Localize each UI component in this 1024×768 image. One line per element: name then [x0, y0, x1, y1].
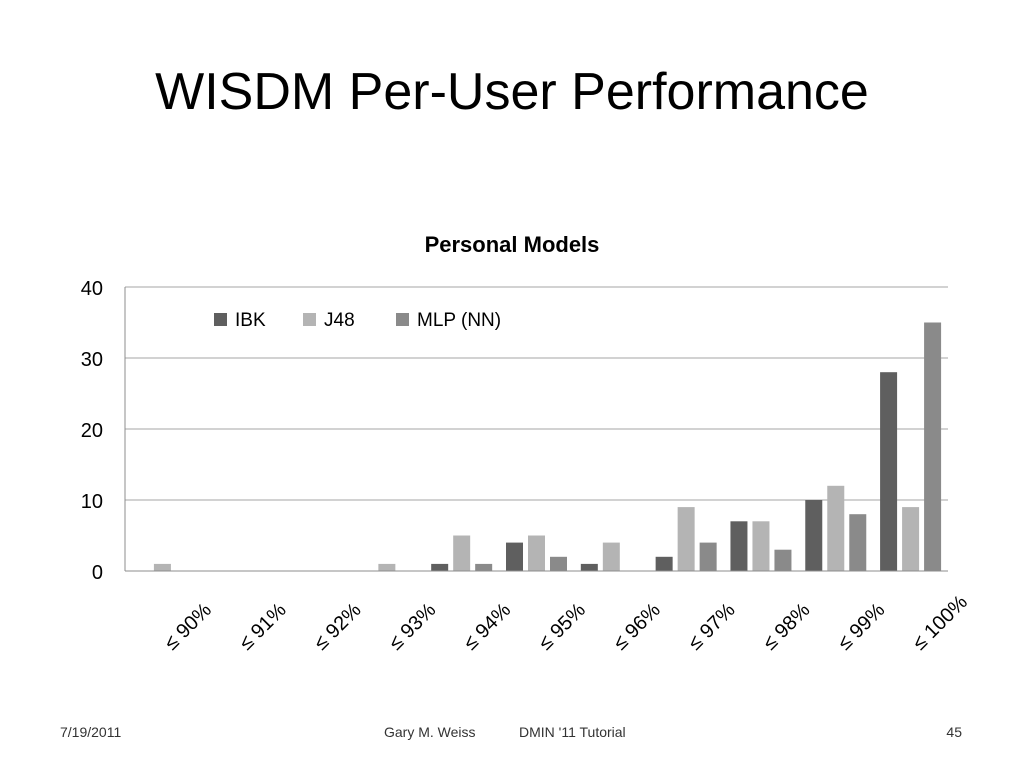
x-tick-label: ≤ 92%	[310, 599, 366, 655]
y-tick-label: 20	[81, 420, 103, 442]
x-tick-label: ≤ 90%	[160, 599, 216, 655]
x-tick-label: ≤ 96%	[609, 599, 665, 655]
bar-mlp-nn	[849, 514, 867, 571]
bar-ibk	[580, 563, 598, 571]
x-tick-label: ≤ 100%	[909, 591, 973, 655]
footer-date: 7/19/2011	[60, 724, 122, 740]
bar-ibk	[506, 542, 523, 571]
bar-ibk	[805, 500, 823, 571]
bar-j48	[827, 485, 845, 571]
bar-j48	[153, 563, 171, 571]
footer-event: DMIN '11 Tutorial	[519, 724, 626, 740]
chart-title: Personal Models	[425, 232, 600, 257]
bar-mlp-nn	[774, 549, 792, 571]
bar-j48	[902, 507, 920, 571]
x-tick-label: ≤ 93%	[385, 599, 441, 655]
y-tick-label: 40	[81, 278, 103, 300]
legend-swatch	[303, 313, 316, 326]
bar-mlp-nn	[475, 563, 493, 571]
x-tick-label: ≤ 95%	[534, 599, 590, 655]
slide-title: WISDM Per-User Performance	[155, 63, 869, 121]
x-tick-label: ≤ 94%	[460, 599, 516, 655]
bar-ibk	[730, 521, 748, 571]
y-tick-label: 10	[81, 491, 103, 513]
bar-j48	[453, 535, 471, 571]
bar-ibk	[431, 563, 449, 571]
footer-page-number: 45	[946, 724, 962, 740]
bar-ibk	[655, 556, 673, 571]
footer-author: Gary M. Weiss	[384, 724, 476, 740]
bar-ibk	[880, 372, 898, 571]
legend-label: J48	[324, 310, 355, 331]
bar-mlp-nn	[924, 322, 942, 571]
bar-j48	[528, 535, 545, 571]
y-tick-label: 0	[92, 562, 103, 584]
bar-j48	[677, 507, 695, 571]
bar-mlp-nn	[550, 556, 567, 571]
x-tick-label: ≤ 97%	[684, 599, 740, 655]
x-tick-label: ≤ 91%	[235, 599, 291, 655]
x-tick-label: ≤ 99%	[834, 599, 890, 655]
bar-chart: Personal Models 0 10 20 30 40 ≤ 90% ≤ 91% ≤ 92%…	[81, 232, 973, 655]
legend-label: MLP (NN)	[417, 310, 501, 331]
bar-mlp-nn	[699, 542, 717, 571]
x-tick-label: ≤ 98%	[759, 599, 815, 655]
bar-j48	[378, 563, 396, 571]
legend-swatch	[214, 313, 227, 326]
y-tick-label: 30	[81, 349, 103, 371]
legend-swatch	[396, 313, 409, 326]
bar-j48	[602, 542, 620, 571]
legend-label: IBK	[235, 310, 266, 331]
bar-j48	[752, 521, 770, 571]
